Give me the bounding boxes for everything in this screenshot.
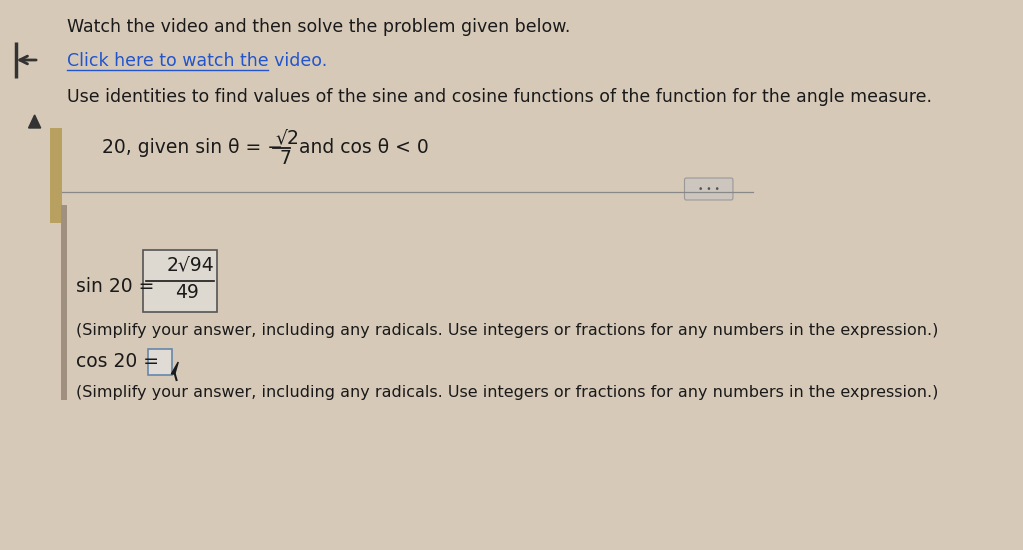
Text: sin 20 =: sin 20 = [76,277,154,295]
Text: (Simplify your answer, including any radicals. Use integers or fractions for any: (Simplify your answer, including any rad… [76,385,938,400]
Text: 49: 49 [175,283,198,302]
Text: Click here to watch the video.: Click here to watch the video. [68,52,327,70]
Text: 2√94: 2√94 [166,255,214,274]
Text: 20, given sin θ = −: 20, given sin θ = − [102,138,283,157]
FancyBboxPatch shape [143,250,217,312]
Polygon shape [171,362,178,374]
FancyBboxPatch shape [50,128,62,223]
Text: (Simplify your answer, including any radicals. Use integers or fractions for any: (Simplify your answer, including any rad… [76,323,938,338]
Text: √2: √2 [275,128,299,147]
Text: Watch the video and then solve the problem given below.: Watch the video and then solve the probl… [68,18,571,36]
Text: cos 20 =: cos 20 = [76,352,160,371]
Text: • • •: • • • [698,184,719,194]
FancyBboxPatch shape [60,205,66,400]
FancyBboxPatch shape [684,178,732,200]
Text: Use identities to find values of the sine and cosine functions of the function f: Use identities to find values of the sin… [68,88,933,106]
FancyBboxPatch shape [148,349,172,375]
Text: 7: 7 [279,149,292,168]
Polygon shape [29,115,41,128]
Text: and cos θ < 0: and cos θ < 0 [299,138,429,157]
